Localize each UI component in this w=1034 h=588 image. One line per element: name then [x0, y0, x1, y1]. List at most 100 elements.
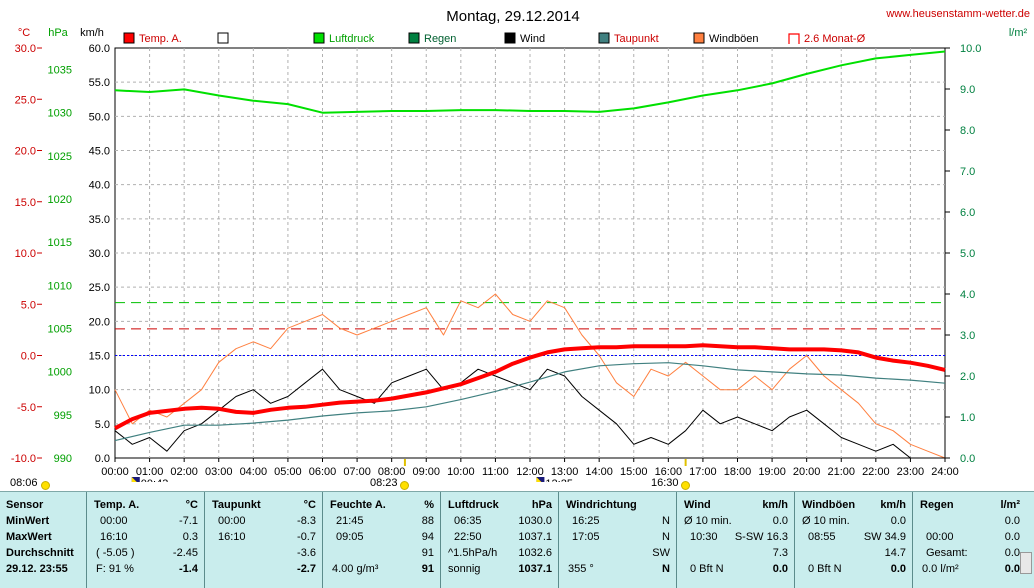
- x-tick-label: 10:00: [447, 466, 475, 478]
- temp-avg-value: -2.45: [173, 546, 198, 560]
- wind-tick-label: 0.0: [95, 453, 110, 465]
- pressure-tick-label: 1025: [48, 151, 72, 163]
- legend-swatch: [789, 34, 799, 44]
- rain-unit: l/m²: [1000, 498, 1020, 512]
- hum-min-value: 88: [422, 514, 434, 528]
- temp-tick-label: 0.0: [21, 351, 36, 363]
- col-sensor: Sensor MinWert MaxWert Durchschnitt 29.1…: [0, 492, 87, 588]
- temp-tick-label: 10.0: [15, 248, 36, 260]
- pres-min-time: 06:35: [454, 514, 482, 528]
- dew-min-value: -8.3: [297, 514, 316, 528]
- site-url[interactable]: www.heusenstamm-wetter.de: [885, 8, 1030, 20]
- temp-tick-label: 20.0: [15, 146, 36, 158]
- rain-total-value: 0.0: [1005, 546, 1020, 560]
- wind-tick-label: 30.0: [89, 248, 110, 260]
- wind-tick-label: 60.0: [89, 43, 110, 55]
- pres-trend: ^1.5hPa/h: [448, 546, 497, 560]
- col-humidity: Feuchte A. % 21:45 88 09:05 94 91 4.00 g…: [322, 492, 441, 588]
- x-tick-label: 22:00: [862, 466, 890, 478]
- wind-tick-label: 45.0: [89, 146, 110, 158]
- dew-max-value: -0.7: [297, 530, 316, 544]
- legend-label: Luftdruck: [329, 33, 375, 45]
- temp-max-value: 0.3: [183, 530, 198, 544]
- wind-avg-value: 7.3: [773, 546, 788, 560]
- dir-max-time: 17:05: [572, 530, 600, 544]
- sensor-header: Sensor: [6, 498, 43, 512]
- x-tick-label: 24:00: [931, 466, 959, 478]
- col-dew: Taupunkt °C 00:00 -8.3 16:10 -0.7 -3.6 -…: [204, 492, 323, 588]
- rain-axis-unit: l/m²: [1009, 27, 1028, 39]
- legend-swatch: [409, 33, 419, 43]
- legend-label: Regen: [424, 33, 456, 45]
- gust-avg-value: 14.7: [885, 546, 906, 560]
- pressure-tick-label: 995: [54, 410, 72, 422]
- legend-swatch: [124, 33, 134, 43]
- x-tick-label: 06:00: [309, 466, 337, 478]
- row-label-max: MaxWert: [6, 530, 52, 544]
- temp-max-time: 16:10: [100, 530, 128, 544]
- x-tick-label: 19:00: [758, 466, 786, 478]
- wind-tick-label: 15.0: [89, 351, 110, 363]
- pressure-tick-label: 1010: [48, 280, 72, 292]
- pres-max-time: 22:50: [454, 530, 482, 544]
- legend-swatch: [314, 33, 324, 43]
- rain-current-value: 0.0: [1005, 562, 1020, 576]
- row-label-current: 29.12. 23:55: [6, 562, 68, 576]
- rain-row1-value: 0.0: [1005, 514, 1020, 528]
- temp-tick-label: -5.0: [17, 402, 36, 414]
- dew-header: Taupunkt: [212, 498, 261, 512]
- rain-tick-label: 3.0: [960, 330, 975, 342]
- rain-tick-label: 6.0: [960, 207, 975, 219]
- rain-tick-label: 1.0: [960, 412, 975, 424]
- temp-tick-label: 25.0: [15, 94, 36, 106]
- rain-total-label: Gesamt:: [926, 546, 968, 560]
- temp-tick-label: 30.0: [15, 43, 36, 55]
- sunrise-time: 08:23: [370, 477, 398, 489]
- scrollbar[interactable]: [1020, 552, 1032, 574]
- row-label-min: MinWert: [6, 514, 49, 528]
- x-tick-label: 18:00: [724, 466, 752, 478]
- x-tick-label: 04:00: [240, 466, 268, 478]
- gust-unit: km/h: [880, 498, 906, 512]
- pres-avg-value: 1032.6: [518, 546, 552, 560]
- dir-min-value: N: [662, 514, 670, 528]
- col-rain: Regen l/m² 0.0 00:00 0.0 Gesamt: 0.0 0.0…: [912, 492, 1022, 588]
- gust-max-time: 08:55: [808, 530, 836, 544]
- moonrise-time: 08:06: [10, 477, 38, 489]
- x-tick-label: 03:00: [205, 466, 233, 478]
- legend-swatch: [505, 33, 515, 43]
- weather-chart: Montag, 29.12.2014 www.heusenstamm-wette…: [0, 0, 1034, 482]
- wind-axis-unit: km/h: [80, 27, 104, 39]
- hum-current-value: 91: [422, 562, 434, 576]
- temp-axis-unit: °C: [18, 27, 30, 39]
- gust-current-value: 0.0: [891, 562, 906, 576]
- temp-tick-label: 5.0: [21, 299, 36, 311]
- temp-tick-label: 15.0: [15, 197, 36, 209]
- wind-tick-label: 5.0: [95, 419, 110, 431]
- gust-bft: 0 Bft N: [808, 562, 842, 576]
- rain-tick-label: 10.0: [960, 43, 981, 55]
- temp-tick-label: -10.0: [11, 453, 36, 465]
- x-tick-label: 14:00: [585, 466, 613, 478]
- wind-current-value: 0.0: [773, 562, 788, 576]
- x-tick-label: 01:00: [136, 466, 164, 478]
- rain-tick-label: 4.0: [960, 289, 975, 301]
- hum-max-time: 09:05: [336, 530, 364, 544]
- legend-label: Windböen: [709, 33, 759, 45]
- dir-header: Windrichtung: [566, 498, 637, 512]
- x-tick-label: 20:00: [793, 466, 821, 478]
- temp-min-value: -7.1: [179, 514, 198, 528]
- gust-avg10-value: 0.0: [891, 514, 906, 528]
- temp-avg-note: ( -5.05 ): [96, 546, 135, 560]
- temp-min-time: 00:00: [100, 514, 128, 528]
- pressure-axis-unit: hPa: [48, 27, 68, 39]
- rain-tick-label: 0.0: [960, 453, 975, 465]
- statistics-table: Sensor MinWert MaxWert Durchschnitt 29.1…: [0, 491, 1034, 588]
- pressure-tick-label: 1015: [48, 237, 72, 249]
- pres-header: Luftdruck: [448, 498, 499, 512]
- pressure-tick-label: 1000: [48, 367, 72, 379]
- rain-row2-time: 00:00: [926, 530, 954, 544]
- legend-swatch: [218, 33, 228, 43]
- pres-max-value: 1037.1: [518, 530, 552, 544]
